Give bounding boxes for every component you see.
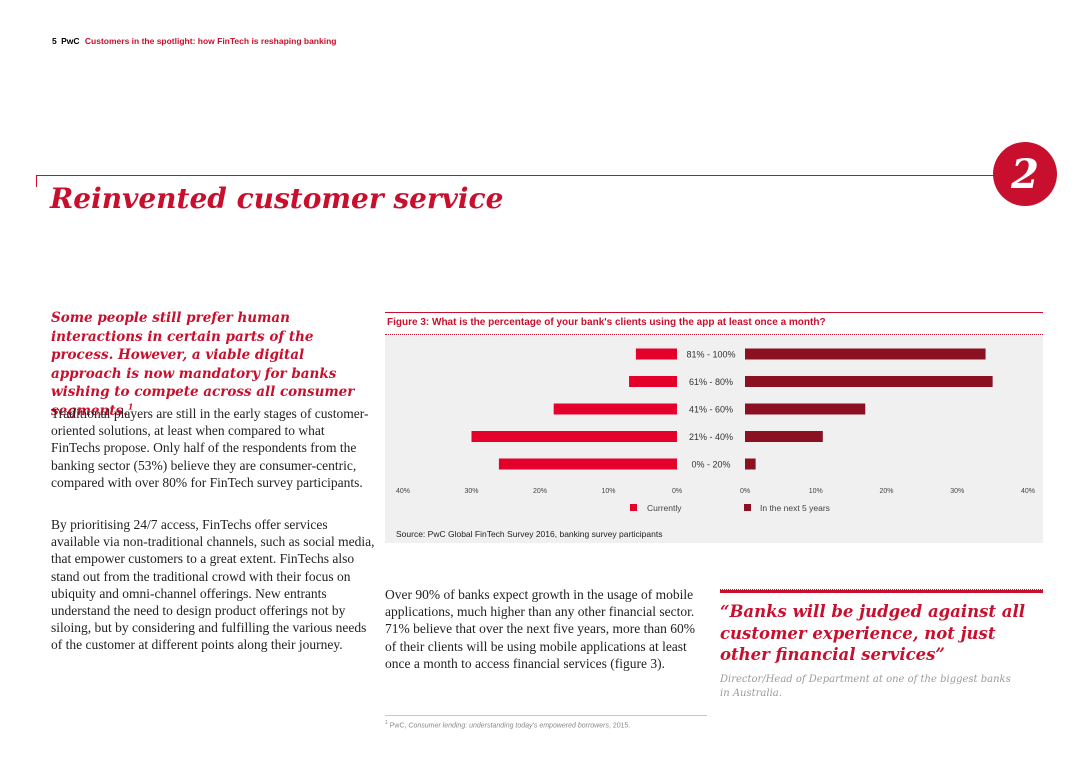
running-header: 5 PwC Customers in the spotlight: how Fi… — [52, 36, 336, 46]
footnote-title: Consumer lending: understanding today's … — [408, 722, 609, 730]
bar-currently — [498, 458, 677, 470]
category-label: 41% - 60% — [689, 405, 733, 415]
brand-name: PwC — [61, 36, 80, 46]
bar-next-5-years — [745, 403, 866, 415]
body-paragraph-3: Over 90% of banks expect growth in the u… — [385, 587, 696, 671]
tick-label-right: 20% — [879, 488, 893, 495]
footnote-rule — [385, 715, 707, 716]
pull-quote: “Banks will be judged against all custom… — [720, 602, 1026, 664]
figure-source: Source: PwC Global FinTech Survey 2016, … — [396, 529, 663, 539]
butterfly-bar-chart: 81% - 100% 61% - 80% 41% - 60% 21% - 40% 0% … — [396, 348, 1035, 513]
quote-rule — [720, 590, 1043, 593]
footnote-number: 1 — [385, 720, 388, 726]
body-paragraph-2: By prioritising 24/7 access, FinTechs of… — [51, 517, 375, 653]
tick-label-left: 40% — [396, 488, 410, 495]
category-label: 0% - 20% — [691, 460, 730, 470]
section-title: Reinvented customer service — [50, 182, 504, 215]
figure-rule — [385, 312, 1043, 313]
legend-swatch-next-5-years — [744, 504, 751, 511]
footnote-suffix: , 2015. — [608, 722, 631, 730]
tick-label-left: 0% — [672, 488, 682, 495]
bar-currently — [553, 403, 677, 415]
bar-next-5-years — [745, 376, 993, 387]
body-paragraph-1: Traditional players are still in the ear… — [51, 406, 369, 490]
legend-label-next-5-years: In the next 5 years — [760, 503, 830, 513]
bar-next-5-years — [745, 431, 823, 442]
tick-label-right: 10% — [809, 488, 823, 495]
section-number-badge: 2 — [993, 142, 1057, 206]
bar-currently — [471, 431, 677, 442]
legend-label-currently: Currently — [647, 503, 682, 513]
tick-label-left: 20% — [533, 488, 547, 495]
tick-label-right: 40% — [1021, 488, 1035, 495]
lead-footnote-ref: 1 — [127, 401, 134, 411]
footnote-prefix: PwC, — [389, 722, 409, 730]
document-title: Customers in the spotlight: how FinTech … — [84, 36, 337, 46]
quote-dotted-rule — [720, 589, 1043, 590]
category-label: 61% - 80% — [689, 377, 733, 387]
bar-next-5-years — [745, 458, 756, 470]
section-rule — [36, 175, 1026, 176]
footnote: 1 PwC, Consumer lending: understanding t… — [385, 720, 630, 729]
tick-label-left: 10% — [601, 488, 615, 495]
legend-swatch-currently — [630, 504, 637, 511]
bar-currently — [629, 376, 677, 387]
tick-label-right: 0% — [740, 488, 750, 495]
figure-title: Figure 3: What is the percentage of your… — [387, 317, 826, 328]
tick-label-right: 30% — [950, 488, 964, 495]
figure-dotted-divider — [385, 334, 1043, 335]
page-number: 5 — [52, 36, 57, 46]
quote-attribution: Director/Head of Department at one of th… — [720, 674, 1011, 699]
lead-text: Some people still prefer human interacti… — [51, 310, 355, 419]
category-label: 21% - 40% — [689, 432, 733, 442]
category-label: 81% - 100% — [686, 350, 735, 360]
section-rule-tick — [36, 175, 37, 187]
lead-paragraph: Some people still prefer human interacti… — [51, 309, 369, 420]
bar-currently — [635, 348, 677, 360]
tick-label-left: 30% — [464, 488, 478, 495]
bar-next-5-years — [745, 348, 986, 360]
